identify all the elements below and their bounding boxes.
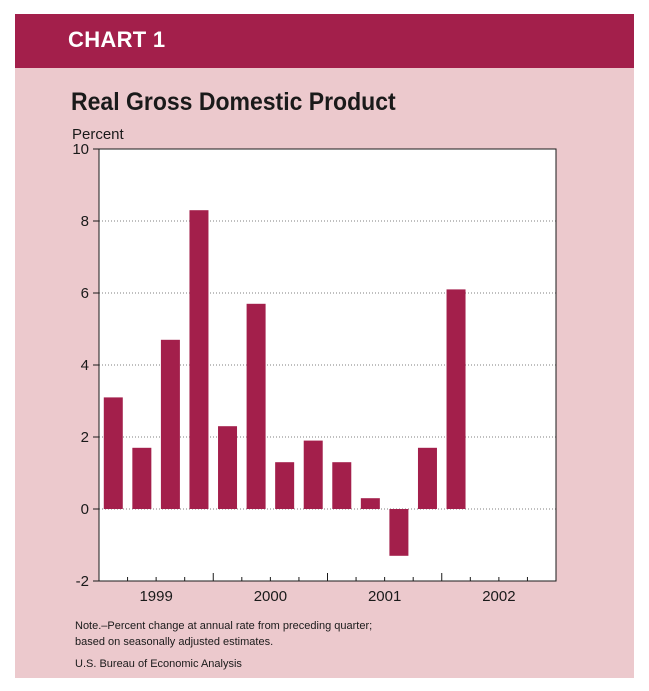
bar-2002-q1 bbox=[446, 289, 466, 509]
y-axis-label: Percent bbox=[72, 126, 125, 143]
chart-title: Real Gross Domestic Product bbox=[71, 88, 396, 116]
y-tick-label: -2 bbox=[76, 573, 89, 590]
x-tick-label: 1999 bbox=[139, 588, 172, 605]
x-tick-label: 2000 bbox=[254, 588, 287, 605]
bar-1999-q4 bbox=[189, 210, 209, 509]
bar-2000-q4 bbox=[303, 440, 323, 509]
x-tick-label: 2002 bbox=[482, 588, 515, 605]
bar-2001-q4 bbox=[417, 447, 437, 509]
bar-2001-q1 bbox=[332, 462, 352, 509]
bar-1999-q2 bbox=[132, 447, 152, 509]
chart-number-label: CHART 1 bbox=[68, 27, 166, 52]
y-tick-label: 0 bbox=[81, 501, 89, 518]
y-tick-label: 8 bbox=[81, 213, 89, 230]
y-tick-label: 6 bbox=[81, 285, 89, 302]
chart-banner: CHART 1 bbox=[15, 14, 634, 68]
bar-2000-q1 bbox=[218, 426, 238, 509]
y-tick-label: 2 bbox=[81, 429, 89, 446]
bar-1999-q3 bbox=[160, 339, 180, 509]
bar-1999-q1 bbox=[103, 397, 123, 509]
chart-note: Note.–Percent change at annual rate from… bbox=[75, 620, 373, 648]
y-tick-label: 10 bbox=[72, 141, 89, 158]
chart-source: U.S. Bureau of Economic Analysis bbox=[75, 658, 242, 670]
bar-2000-q2 bbox=[246, 303, 266, 509]
y-tick-label: 4 bbox=[81, 357, 89, 374]
bar-2001-q2 bbox=[360, 498, 380, 509]
bar-2000-q3 bbox=[275, 462, 295, 509]
x-tick-label: 2001 bbox=[368, 588, 401, 605]
bar-2001-q3 bbox=[389, 509, 409, 556]
